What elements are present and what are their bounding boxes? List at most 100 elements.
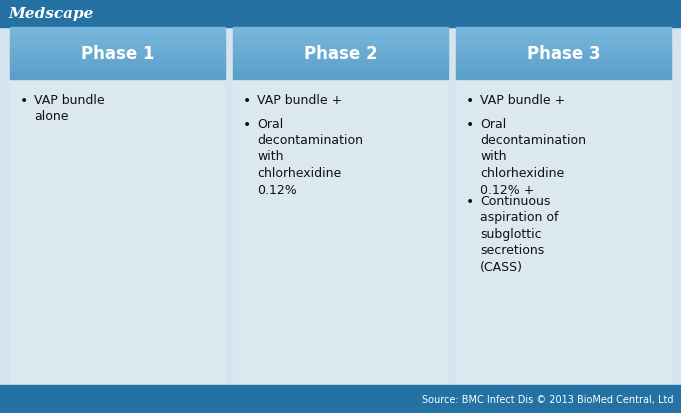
Text: •: • xyxy=(20,94,28,108)
Bar xyxy=(10,67,225,68)
Bar xyxy=(10,28,225,385)
Bar xyxy=(10,49,225,50)
Bar xyxy=(456,67,671,68)
Bar xyxy=(233,47,448,49)
Bar xyxy=(10,75,225,76)
Bar xyxy=(233,58,448,59)
Bar xyxy=(233,50,448,51)
Bar xyxy=(10,76,225,77)
Text: •: • xyxy=(466,94,474,108)
Bar xyxy=(10,78,225,80)
Bar xyxy=(233,62,448,63)
Bar xyxy=(456,78,671,80)
Bar xyxy=(456,33,671,34)
Text: •: • xyxy=(243,117,251,131)
Bar xyxy=(456,42,671,43)
Text: •: • xyxy=(466,117,474,131)
Bar xyxy=(10,68,225,69)
Bar xyxy=(456,38,671,40)
Bar xyxy=(10,52,225,54)
Bar xyxy=(10,32,225,33)
Bar xyxy=(10,51,225,52)
Bar xyxy=(10,54,225,55)
Bar xyxy=(10,43,225,45)
Bar xyxy=(456,49,671,50)
Bar xyxy=(456,74,671,75)
Bar xyxy=(456,28,671,29)
Bar xyxy=(456,45,671,46)
Bar xyxy=(233,40,448,41)
Bar xyxy=(233,69,448,71)
Bar xyxy=(456,60,671,62)
Bar xyxy=(456,34,671,36)
Bar xyxy=(456,63,671,64)
Text: Phase 3: Phase 3 xyxy=(526,45,601,63)
Text: •: • xyxy=(243,94,251,108)
Bar xyxy=(10,36,225,37)
Text: Oral
decontamination
with
chlorhexidine
0.12%: Oral decontamination with chlorhexidine … xyxy=(257,117,363,196)
Bar xyxy=(10,42,225,43)
Bar xyxy=(10,33,225,34)
Bar xyxy=(10,29,225,31)
Bar xyxy=(10,47,225,49)
Bar xyxy=(233,33,448,34)
Bar xyxy=(10,41,225,42)
Bar xyxy=(10,59,225,60)
Bar xyxy=(233,68,448,69)
Bar xyxy=(456,72,671,74)
Bar xyxy=(456,40,671,41)
Bar xyxy=(456,29,671,31)
Bar xyxy=(10,28,225,29)
Text: Phase 1: Phase 1 xyxy=(81,45,155,63)
Bar xyxy=(10,60,225,62)
Bar xyxy=(233,63,448,64)
Bar xyxy=(233,75,448,76)
Bar xyxy=(10,31,225,32)
Bar xyxy=(10,66,225,67)
Bar xyxy=(0,0,681,28)
Bar xyxy=(233,64,448,66)
Bar xyxy=(456,32,671,33)
Bar xyxy=(233,59,448,60)
Text: Phase 2: Phase 2 xyxy=(304,45,377,63)
Text: Source: BMC Infect Dis © 2013 BioMed Central, Ltd: Source: BMC Infect Dis © 2013 BioMed Cen… xyxy=(422,394,673,404)
Bar xyxy=(233,77,448,78)
Bar xyxy=(456,47,671,49)
Bar xyxy=(456,54,671,55)
Bar xyxy=(10,38,225,40)
Bar xyxy=(233,45,448,46)
Bar xyxy=(233,66,448,67)
Bar xyxy=(233,67,448,68)
Bar xyxy=(456,31,671,32)
Bar xyxy=(456,76,671,77)
Bar xyxy=(10,40,225,41)
Bar xyxy=(456,46,671,47)
Bar xyxy=(233,28,448,29)
Bar xyxy=(233,37,448,38)
Bar xyxy=(233,28,448,385)
Bar xyxy=(10,71,225,72)
Bar xyxy=(456,36,671,37)
Bar xyxy=(456,57,671,58)
Bar xyxy=(233,42,448,43)
Bar xyxy=(456,64,671,66)
Bar xyxy=(456,66,671,67)
Bar xyxy=(456,75,671,76)
Bar xyxy=(233,36,448,37)
Bar xyxy=(456,41,671,42)
Bar xyxy=(10,57,225,58)
Bar xyxy=(233,31,448,32)
Bar xyxy=(233,41,448,42)
Bar xyxy=(233,32,448,33)
Bar xyxy=(10,45,225,46)
Bar xyxy=(233,51,448,52)
Bar xyxy=(456,50,671,51)
Text: •: • xyxy=(466,195,474,209)
Bar xyxy=(233,29,448,31)
Bar xyxy=(10,34,225,36)
Bar xyxy=(10,64,225,66)
Bar xyxy=(456,55,671,57)
Bar xyxy=(10,63,225,64)
Text: Continuous
aspiration of
subglottic
secretions
(CASS): Continuous aspiration of subglottic secr… xyxy=(480,195,558,273)
Bar xyxy=(10,46,225,47)
